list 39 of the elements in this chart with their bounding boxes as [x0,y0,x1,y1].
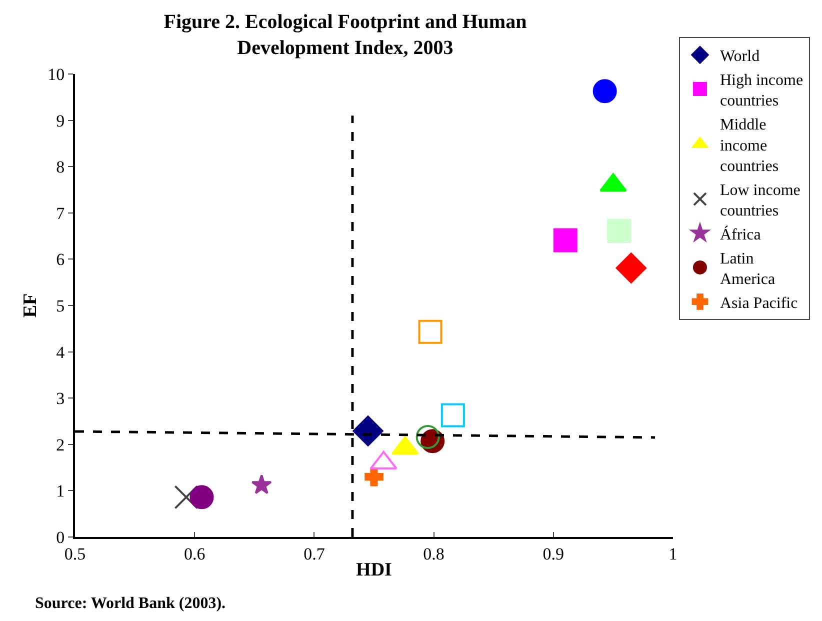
point [616,252,646,284]
y-tick-label: 7 [56,204,66,223]
y-tick-label: 8 [56,158,65,177]
y-tick-label: 9 [56,111,65,130]
y-axis-title: EF [20,293,41,318]
y-tick-label: 1 [56,482,65,501]
x-tick-label: 0.8 [423,544,444,564]
y-tick-label: 3 [56,389,65,408]
legend-label: Latin America [720,250,776,288]
legend-label: High income countries [720,72,804,110]
legend-label: Middle income countries [720,116,779,176]
point [416,424,440,449]
x-tick-label: 0.5 [64,544,86,564]
x-axis-title: HDI [356,560,392,581]
x-tick-label: 0.9 [542,544,564,564]
legend-label: World [720,48,760,66]
y-tick-label: 0 [56,528,65,547]
point [352,416,384,446]
point [418,320,442,344]
chart-title: Figure 2. Ecological Footprint and Human Development Index, 2003 [164,10,527,59]
y-tick-label: 2 [56,435,65,454]
y-tick-label: 5 [56,296,65,316]
y-tick-label: 6 [56,250,65,270]
x-tick-label: 0.6 [184,544,206,564]
legend-label: Low income countries [720,182,800,220]
x-tick-label: 1 [668,544,678,564]
point [592,79,617,104]
legend-label: Asia Pacific [720,294,798,312]
point [251,474,272,494]
point [607,218,632,243]
point [364,467,384,486]
y-tick-label: 4 [56,342,66,362]
point [190,485,214,510]
legend-label: África [720,226,761,244]
y-tick-label: 10 [48,64,65,84]
point [553,228,578,252]
source-note: Source: World Bank (2003). [35,595,226,612]
x-tick-label: 0.7 [304,544,326,564]
point [440,403,465,428]
